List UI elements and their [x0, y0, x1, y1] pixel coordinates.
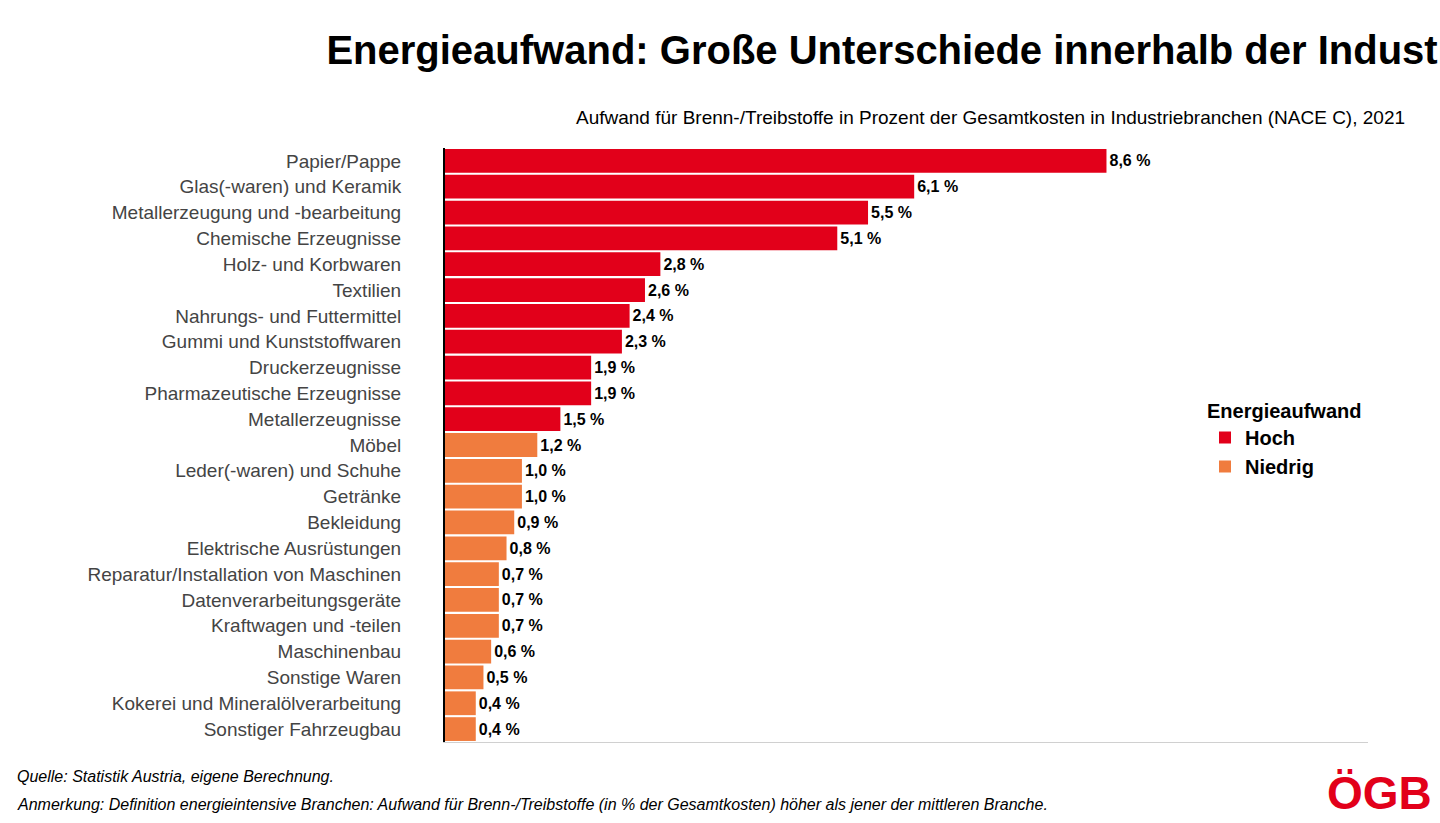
svg-text:Nahrungs- und Futtermittel: Nahrungs- und Futtermittel	[175, 306, 401, 327]
svg-text:Glas(-waren) und Keramik: Glas(-waren) und Keramik	[179, 176, 401, 197]
svg-text:1,2 %: 1,2 %	[540, 437, 581, 454]
svg-text:0,9 %: 0,9 %	[517, 514, 558, 531]
svg-text:Elektrische Ausrüstungen: Elektrische Ausrüstungen	[187, 538, 401, 559]
svg-text:Leder(-waren) und Schuhe: Leder(-waren) und Schuhe	[175, 460, 401, 481]
svg-text:0,6 %: 0,6 %	[494, 643, 535, 660]
svg-text:Datenverarbeitungsgeräte: Datenverarbeitungsgeräte	[181, 590, 401, 611]
svg-text:0,5 %: 0,5 %	[486, 669, 527, 686]
svg-text:2,6 %: 2,6 %	[648, 282, 689, 299]
svg-text:0,4 %: 0,4 %	[479, 721, 520, 738]
svg-text:Papier/Pappe: Papier/Pappe	[286, 151, 401, 172]
svg-text:Gummi und Kunststoffwaren: Gummi und Kunststoffwaren	[162, 331, 401, 352]
svg-text:Metallerzeugung und -bearbeitu: Metallerzeugung und -bearbeitung	[112, 202, 401, 223]
svg-text:Energieaufwand: Große Untersch: Energieaufwand: Große Unterschiede inner…	[326, 28, 1440, 72]
svg-text:Kokerei und Mineralölverarbeit: Kokerei und Mineralölverarbeitung	[112, 693, 401, 714]
svg-text:6,1 %: 6,1 %	[917, 178, 958, 195]
svg-text:0,8 %: 0,8 %	[510, 540, 551, 557]
svg-text:5,5 %: 5,5 %	[871, 204, 912, 221]
svg-text:2,4 %: 2,4 %	[633, 307, 674, 324]
svg-text:Getränke: Getränke	[323, 486, 401, 507]
svg-text:1,5 %: 1,5 %	[563, 411, 604, 428]
svg-text:Pharmazeutische Erzeugnisse: Pharmazeutische Erzeugnisse	[145, 383, 402, 404]
svg-text:Reparatur/Installation von Mas: Reparatur/Installation von Maschinen	[88, 564, 402, 585]
svg-text:Kraftwagen und -teilen: Kraftwagen und -teilen	[211, 615, 401, 636]
svg-text:5,1 %: 5,1 %	[840, 230, 881, 247]
svg-text:Bekleidung: Bekleidung	[307, 512, 401, 533]
svg-text:Hoch: Hoch	[1245, 427, 1295, 449]
svg-text:Anmerkung: Definition energiei: Anmerkung: Definition energieintensive B…	[17, 796, 1048, 813]
svg-text:Holz- und Korbwaren: Holz- und Korbwaren	[223, 254, 401, 275]
svg-text:0,4 %: 0,4 %	[479, 695, 520, 712]
svg-text:Druckerzeugnisse: Druckerzeugnisse	[249, 357, 401, 378]
svg-text:2,8 %: 2,8 %	[663, 256, 704, 273]
svg-text:Sonstiger Fahrzeugbau: Sonstiger Fahrzeugbau	[204, 719, 402, 740]
svg-text:0,7 %: 0,7 %	[502, 566, 543, 583]
svg-text:Möbel: Möbel	[349, 435, 401, 456]
svg-text:Maschinenbau: Maschinenbau	[278, 641, 402, 662]
svg-text:2,3 %: 2,3 %	[625, 333, 666, 350]
svg-text:Metallerzeugnisse: Metallerzeugnisse	[248, 409, 401, 430]
svg-text:1,9 %: 1,9 %	[594, 359, 635, 376]
svg-text:1,0 %: 1,0 %	[525, 488, 566, 505]
svg-text:Energieaufwand: Energieaufwand	[1207, 400, 1361, 422]
svg-text:Niedrig: Niedrig	[1245, 456, 1314, 478]
svg-text:Aufwand für Brenn-/Treibstoffe: Aufwand für Brenn-/Treibstoffe in Prozen…	[576, 107, 1405, 128]
svg-text:Sonstige Waren: Sonstige Waren	[267, 667, 401, 688]
svg-text:ÖGB: ÖGB	[1327, 767, 1432, 819]
svg-text:1,9 %: 1,9 %	[594, 385, 635, 402]
svg-text:Chemische Erzeugnisse: Chemische Erzeugnisse	[196, 228, 401, 249]
svg-text:8,6 %: 8,6 %	[1109, 152, 1150, 169]
svg-text:0,7 %: 0,7 %	[502, 617, 543, 634]
svg-text:1,0 %: 1,0 %	[525, 462, 566, 479]
svg-text:0,7 %: 0,7 %	[502, 591, 543, 608]
svg-text:Quelle: Statistik Austria, eig: Quelle: Statistik Austria, eigene Berech…	[17, 768, 334, 785]
svg-text:Textilien: Textilien	[333, 280, 402, 301]
